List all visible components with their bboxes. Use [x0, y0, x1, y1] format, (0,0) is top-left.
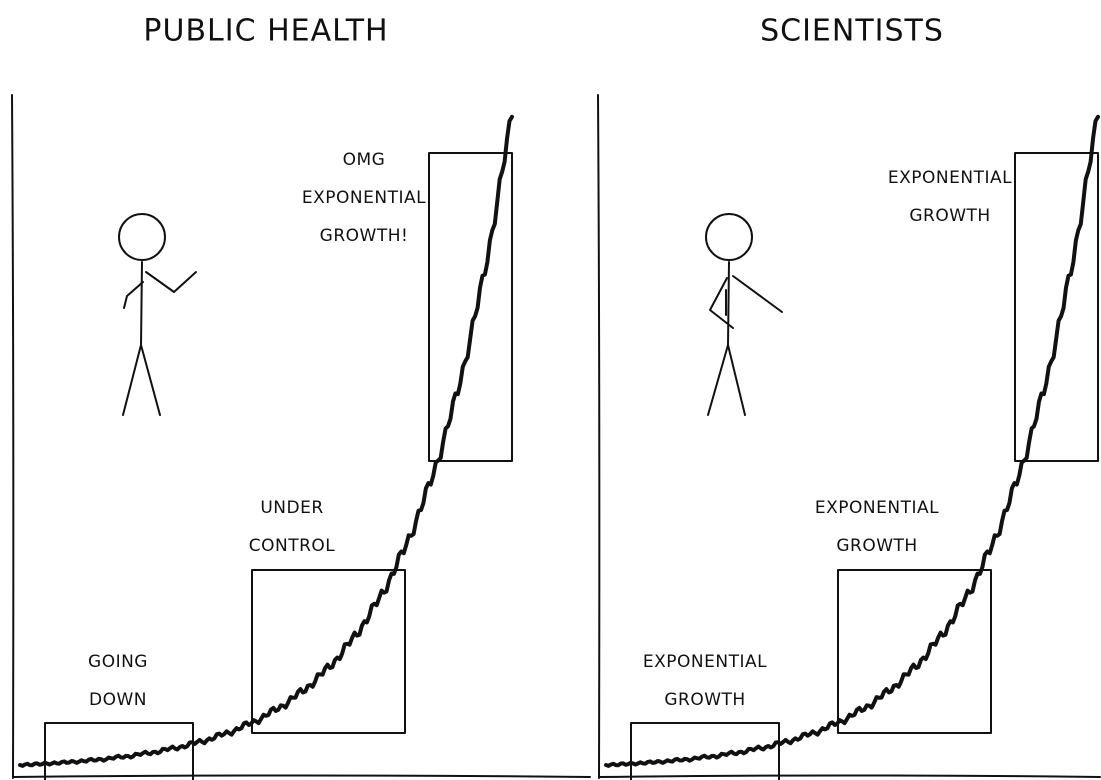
y-axis — [597, 94, 601, 779]
annotation: EXPONENTIAL — [888, 168, 1012, 188]
panel-title: SCIENTISTS — [760, 14, 944, 49]
highlight-box — [1014, 152, 1099, 462]
annotation: DOWN — [89, 690, 147, 710]
y-axis — [11, 94, 15, 779]
annotation: OMG — [343, 150, 386, 170]
growth-curve — [18, 114, 514, 768]
x-axis — [598, 774, 1101, 778]
annotation: EXPONENTIAL — [815, 498, 939, 518]
annotation: GROWTH! — [320, 226, 409, 246]
annotation: EXPONENTIAL — [302, 188, 426, 208]
annotation: UNDER — [260, 498, 323, 518]
annotation: GROWTH — [909, 206, 990, 226]
highlight-box — [44, 722, 194, 780]
panel-title: PUBLIC HEALTH — [143, 14, 388, 49]
annotation: CONTROL — [249, 536, 336, 556]
annotation: GROWTH — [836, 536, 917, 556]
highlight-box — [251, 569, 406, 734]
highlight-box — [630, 722, 780, 780]
growth-curve — [604, 114, 1100, 768]
annotation: GOING — [88, 652, 148, 672]
annotation: EXPONENTIAL — [643, 652, 767, 672]
stick-figure — [118, 213, 197, 416]
highlight-box — [837, 569, 992, 734]
annotation: GROWTH — [664, 690, 745, 710]
stick-figure — [705, 213, 783, 416]
highlight-box — [428, 152, 513, 462]
x-axis — [12, 774, 591, 778]
